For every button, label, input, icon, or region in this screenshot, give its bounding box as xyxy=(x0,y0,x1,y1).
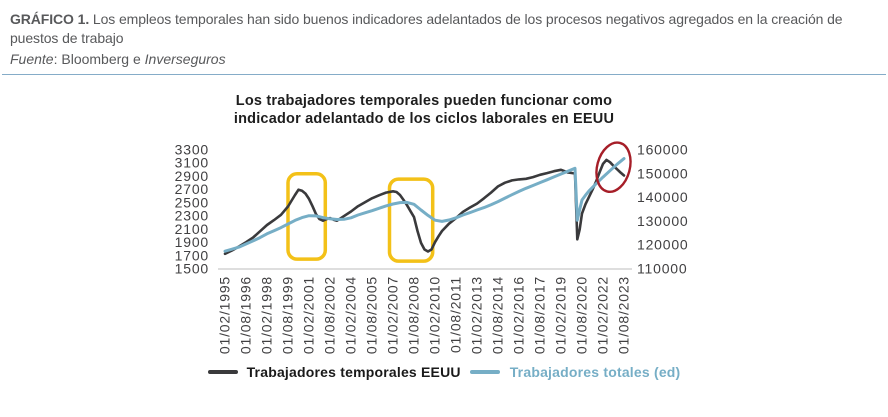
x-axis-tick-label: 01/02/1995 xyxy=(217,276,233,354)
left-axis-tick-label: 2100 xyxy=(175,221,209,237)
left-axis-tick-label: 2900 xyxy=(175,168,209,184)
x-axis-tick-label: 01/02/2007 xyxy=(385,276,401,354)
chart-area: Los trabajadores temporales pueden funci… xyxy=(0,75,888,378)
chart-title-line2: indicador adelantado de los ciclos labor… xyxy=(234,111,614,127)
left-axis-tick-label: 2700 xyxy=(175,181,209,197)
chart-title-line1: Los trabajadores temporales pueden funci… xyxy=(236,93,612,109)
source-name: Inverseguros xyxy=(144,51,226,67)
x-axis-tick-label: 01/08/1999 xyxy=(280,276,296,354)
x-axis-tick-label: 01/08/2005 xyxy=(364,276,380,354)
source-text: Bloomberg e xyxy=(61,51,145,67)
left-axis-tick-label: 3300 xyxy=(175,142,209,158)
left-axis-tick-label: 2300 xyxy=(175,208,209,224)
series-temporales xyxy=(223,158,626,256)
highlight-box xyxy=(286,172,328,261)
x-axis-tick-label: 01/08/1996 xyxy=(238,276,254,354)
figure-caption-text: Los empleos temporales han sido buenos i… xyxy=(10,11,843,46)
x-axis-tick-label: 01/02/2010 xyxy=(427,276,443,354)
right-axis-tick-label: 160000 xyxy=(637,142,689,158)
left-axis-tick-label: 1700 xyxy=(175,247,209,263)
left-axis-tick-label: 2500 xyxy=(175,194,209,210)
header-divider xyxy=(2,74,886,75)
x-axis-tick-label: 01/08/2014 xyxy=(490,276,506,354)
x-axis-tick-label: 01/02/2019 xyxy=(553,276,569,354)
right-axis-tick-label: 130000 xyxy=(637,213,689,229)
legend-label-totales: Trabajadores totales (ed) xyxy=(509,364,681,380)
right-axis-tick-label: 110000 xyxy=(637,261,687,277)
x-axis-tick-label: 01/08/2011 xyxy=(448,276,464,353)
right-axis-tick-label: 140000 xyxy=(637,189,689,205)
x-axis-tick-label: 01/02/2013 xyxy=(469,276,485,354)
x-axis-tick-label: 01/02/2016 xyxy=(511,276,527,354)
series-totales xyxy=(223,157,626,253)
x-axis-tick-label: 01/02/2001 xyxy=(301,276,317,354)
chart-legend: Trabajadores temporales EEUU Trabajadore… xyxy=(0,364,888,380)
x-axis-tick-label: 01/08/2017 xyxy=(532,276,548,354)
figure-header: GRÁFICO 1. Los empleos temporales han si… xyxy=(0,10,888,68)
x-axis-tick-label: 01/08/2008 xyxy=(406,276,422,354)
right-axis-tick-label: 120000 xyxy=(637,237,689,253)
figure-source: Fuente: Bloomberg e Inverseguros xyxy=(10,51,226,67)
figure-number: GRÁFICO 1. xyxy=(10,11,90,27)
figure-caption: GRÁFICO 1. Los empleos temporales han si… xyxy=(10,10,882,48)
x-axis-tick-label: 01/08/2020 xyxy=(574,276,590,354)
x-axis-tick-label: 01/08/2023 xyxy=(616,276,632,354)
legend-label-temporales: Trabajadores temporales EEUU xyxy=(246,364,461,380)
legend-line-totales xyxy=(469,370,500,374)
x-axis-tick-label: 01/08/2002 xyxy=(322,276,338,354)
line-chart: Los trabajadores temporales pueden funci… xyxy=(175,93,689,354)
left-axis-tick-label: 3100 xyxy=(175,155,209,171)
source-word: Fuente xyxy=(10,51,54,67)
x-axis-tick-label: 01/02/2022 xyxy=(595,276,611,354)
x-axis-tick-label: 01/02/1998 xyxy=(259,276,275,354)
left-axis-tick-label: 1900 xyxy=(175,234,209,250)
right-axis-tick-label: 150000 xyxy=(637,165,689,181)
x-axis-tick-label: 01/02/2004 xyxy=(343,276,359,354)
divergence-circle xyxy=(595,141,632,194)
legend-line-temporales xyxy=(207,370,238,374)
left-axis-tick-label: 1500 xyxy=(175,261,209,277)
